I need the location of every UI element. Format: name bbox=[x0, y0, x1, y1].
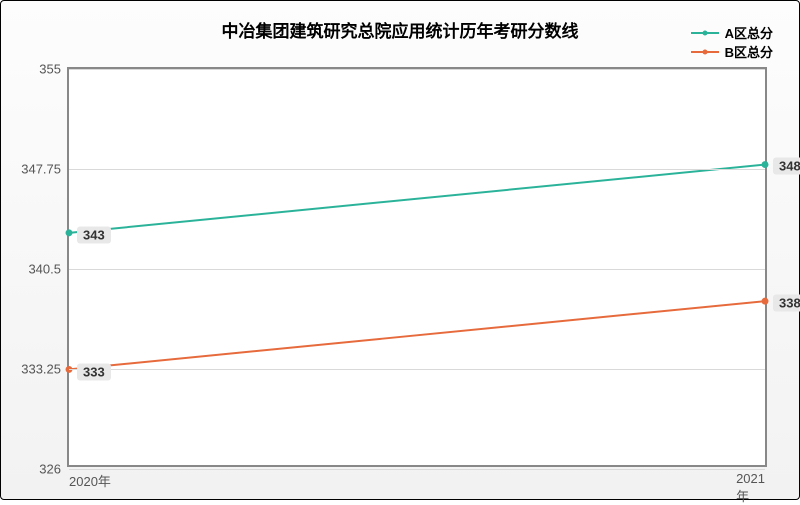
plot-area: 326333.25340.5347.753552020年2021年3433483… bbox=[67, 67, 767, 467]
marker bbox=[762, 161, 769, 168]
legend-item-a: A区总分 bbox=[691, 23, 773, 42]
chart-container: 中冶集团建筑研究总院应用统计历年考研分数线 A区总分 B区总分 326333.2… bbox=[0, 0, 800, 500]
x-tick-label: 2020年 bbox=[69, 465, 111, 490]
y-tick-label: 347.75 bbox=[21, 162, 69, 177]
y-tick-label: 333.25 bbox=[21, 362, 69, 377]
legend-swatch-b bbox=[691, 51, 719, 53]
line-layer bbox=[69, 69, 765, 465]
series-line bbox=[69, 165, 765, 233]
y-tick-label: 355 bbox=[39, 62, 69, 77]
chart-title: 中冶集团建筑研究总院应用统计历年考研分数线 bbox=[222, 17, 579, 42]
value-label: 338 bbox=[773, 295, 800, 312]
series-line bbox=[69, 301, 765, 369]
y-tick-label: 340.5 bbox=[28, 262, 69, 277]
legend-item-b: B区总分 bbox=[691, 42, 773, 61]
gridline bbox=[69, 469, 765, 470]
y-tick-label: 326 bbox=[39, 462, 69, 477]
marker bbox=[66, 229, 73, 236]
legend-label-b: B区总分 bbox=[725, 42, 773, 61]
gridline bbox=[69, 69, 765, 70]
x-tick-label: 2021年 bbox=[736, 465, 765, 505]
value-label: 348 bbox=[773, 157, 800, 174]
legend: A区总分 B区总分 bbox=[691, 23, 773, 61]
value-label: 333 bbox=[77, 364, 111, 381]
legend-swatch-a bbox=[691, 32, 719, 34]
marker bbox=[762, 298, 769, 305]
value-label: 343 bbox=[77, 226, 111, 243]
gridline bbox=[69, 169, 765, 170]
gridline bbox=[69, 269, 765, 270]
legend-label-a: A区总分 bbox=[725, 23, 773, 42]
gridline bbox=[69, 369, 765, 370]
